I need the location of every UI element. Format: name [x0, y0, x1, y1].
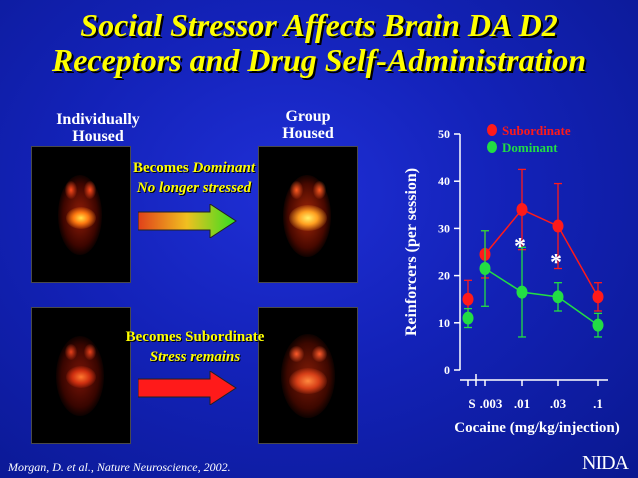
subordinate-line — [484, 208, 599, 298]
citation: Morgan, D. et al., Nature Neuroscience, … — [8, 460, 231, 474]
dominant-point — [479, 262, 491, 276]
right-arrow-icon-bottom — [138, 371, 237, 405]
y-tick-label: 30 — [438, 221, 450, 235]
dominant-legend-marker — [487, 141, 497, 153]
housed-label-right: Housed — [282, 125, 334, 142]
significance-star: * — [514, 234, 526, 260]
nida-logo: NIDA — [582, 452, 629, 474]
reinforcers-chart: 0 10 20 30 40 50 S .003 .01 .03 .1 Cocaine (mg/kg/i… — [403, 123, 620, 436]
y-tick-label: 50 — [438, 127, 450, 141]
becomes-subordinate-label: Becomes Subordinate — [125, 329, 265, 345]
subordinate-legend-marker — [487, 124, 497, 136]
y-tick-label: 10 — [438, 316, 450, 330]
group-label: Group — [285, 108, 331, 125]
y-axis-label: Reinforcers (per session) — [403, 168, 420, 336]
individually-housed-heading: Individually Housed — [28, 111, 168, 145]
group-housed-heading: Group Housed — [248, 108, 368, 142]
subordinate-point — [462, 292, 474, 306]
subordinate-point — [552, 219, 564, 233]
becomes-label: Becomes — [132, 160, 193, 176]
subordinate-caption: Becomes Subordinate Stress remains — [110, 327, 280, 367]
x-tick-label: .1 — [593, 396, 603, 411]
dominant-line — [484, 267, 599, 326]
dominant-word: Dominant — [192, 160, 256, 176]
y-tick-label: 20 — [438, 269, 450, 283]
subordinate-point — [516, 203, 528, 217]
dominant-caption: Becomes Dominant No longer stressed — [114, 158, 274, 198]
x-tick-label: S — [468, 396, 475, 411]
x-axis-label: Cocaine (mg/kg/injection) — [454, 420, 619, 436]
individually-label: Individually — [56, 111, 140, 128]
x-tick-label: .03 — [550, 396, 567, 411]
pet-scan-group-bottom — [258, 307, 358, 444]
y-tick-label: 0 — [444, 363, 450, 377]
pet-scan-individual-bottom — [31, 307, 131, 444]
housed-label-left: Housed — [72, 128, 124, 145]
subordinate-point — [592, 290, 604, 304]
y-tick-label: 40 — [438, 174, 450, 188]
dominant-point — [516, 285, 528, 299]
pet-scan-group-top — [258, 146, 358, 283]
x-tick-label: .01 — [514, 396, 530, 411]
title-line-1: Social Stressor Affects Brain DA D2 — [80, 7, 558, 43]
x-tick-label: .003 — [480, 396, 503, 411]
no-longer-stressed-label: No longer stressed — [136, 180, 252, 196]
subordinate-legend-label: Subordinate — [502, 123, 571, 138]
right-arrow-icon-top — [138, 204, 237, 238]
significance-star: * — [550, 250, 562, 276]
stress-remains-label: Stress remains — [149, 349, 241, 365]
dominant-point — [592, 318, 604, 332]
dominant-legend-label: Dominant — [502, 140, 558, 155]
title-line-2: Receptors and Drug Self-Administration — [51, 42, 587, 78]
pet-scan-individual-top — [31, 146, 131, 283]
dominant-point — [552, 290, 564, 304]
dominant-point — [462, 311, 474, 325]
